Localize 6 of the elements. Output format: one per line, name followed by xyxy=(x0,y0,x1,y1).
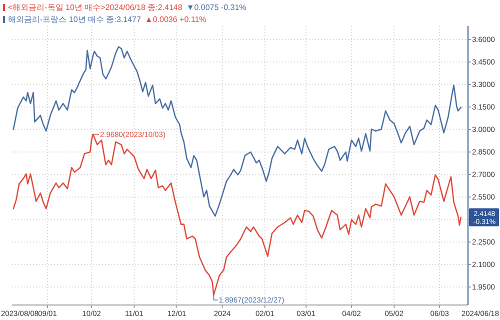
line-series xyxy=(12,46,462,217)
legend-label: <해외금리-독일 10년 매수>2024/06/18 종:2.4148 xyxy=(8,3,183,12)
text: ▲0.0036 +0.11% xyxy=(144,15,206,24)
legend-label: 해외금리-프랑스 10년 매수 종:3.1477 xyxy=(8,15,142,24)
line-series xyxy=(12,134,462,296)
text: ▼0.0075 -0.31% xyxy=(186,3,246,12)
